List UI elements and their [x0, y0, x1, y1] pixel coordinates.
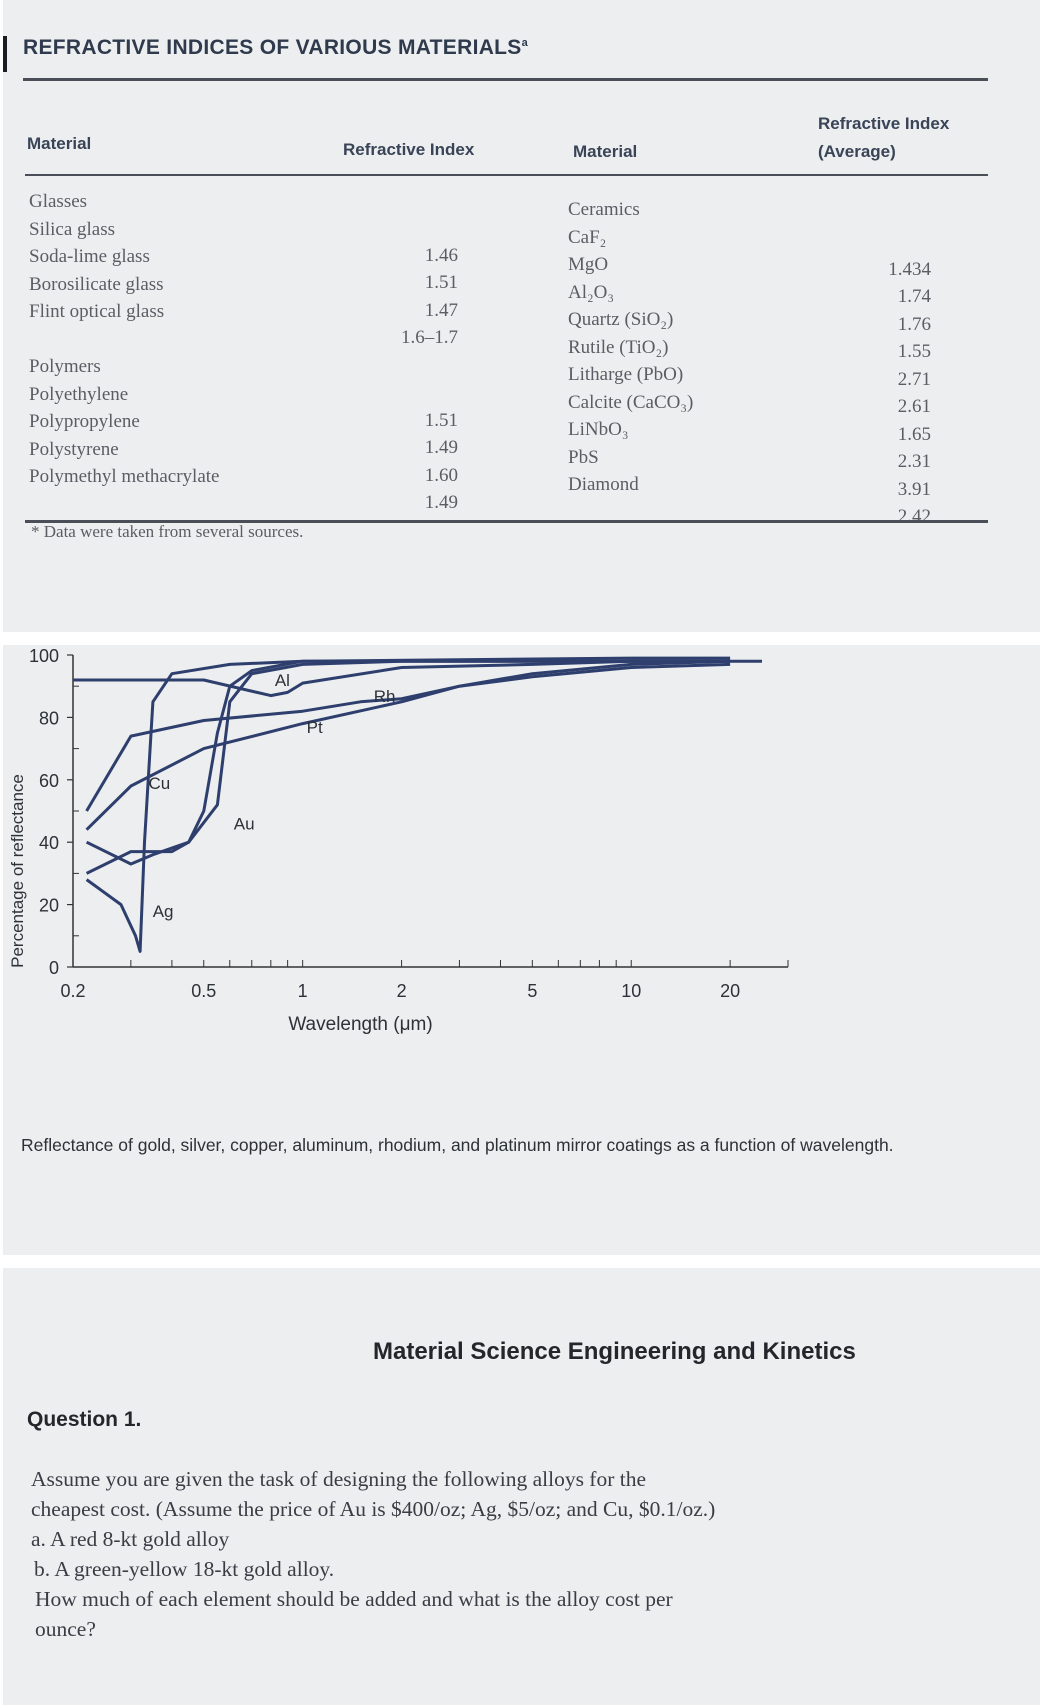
table-cell-index: 1.51: [424, 409, 458, 431]
x-tick-label: 2: [397, 981, 407, 1001]
table-cell-material: Quartz (SiO₂): [568, 309, 674, 330]
header-index-left: Refractive Index: [343, 140, 475, 159]
question-line: cheapest cost. (Assume the price of Au i…: [31, 1497, 716, 1521]
table-cell-material: Ceramics: [568, 199, 640, 220]
x-tick-label: 1: [298, 981, 308, 1001]
table-cell-index: 2.71: [897, 368, 931, 390]
left-materials-column: Glasses Silica glass Soda-lime glass Borosi…: [29, 188, 219, 491]
question-body: Assume you are given the task of designi…: [31, 1464, 991, 1644]
right-values-column: 1.434 1.74 1.76 1.55 2.71 2.61 1.65 2.31 3.91 2.4…: [823, 228, 931, 531]
table-cell-material: Rutile (TiO₂): [568, 336, 669, 358]
table-cell-material: Polystyrene: [29, 438, 119, 460]
table-cell-material: Calcite (CaCO₃): [568, 391, 694, 413]
x-tick-label: 10: [621, 981, 641, 1001]
series-label-al: Al: [275, 671, 290, 690]
question-label: Question 1.: [27, 1408, 142, 1431]
refractive-index-table-panel: REFRACTIVE INDICES OF VARIOUS MATERIALSa…: [3, 0, 1040, 632]
table-cell-index: 1.76: [897, 313, 931, 335]
left-values-column: 1.46 1.51 1.47 1.6–1.7 1.51 1.49 1.60 1.49: [358, 214, 458, 517]
table-cell-index: 1.434: [888, 258, 931, 280]
right-materials-column: Ceramics CaF₂ MgO Al₂O₃ Quartz (SiO₂) Rutile …: [568, 196, 693, 499]
series-line-cu: [85, 659, 731, 866]
y-tick-label: 80: [39, 708, 59, 728]
x-tick-label: 0.2: [60, 981, 85, 1001]
table-cell-index: 1.60: [424, 464, 458, 486]
table-cell-index: 1.74: [897, 286, 931, 307]
table-cell-material: Diamond: [568, 474, 639, 495]
table-cell-index: 3.91: [897, 478, 931, 500]
table-cell-index: 1.65: [897, 423, 931, 445]
table-cell-material: Polymers: [29, 356, 101, 377]
y-tick-label: 60: [39, 771, 59, 791]
table-cell-material: Borosilicate glass: [29, 273, 164, 295]
table-cell-material: Glasses: [29, 191, 88, 212]
table-cell-index: 2.61: [897, 396, 931, 417]
table-cell-index: 1.55: [897, 341, 931, 362]
header-material-left: Material: [27, 134, 92, 153]
y-axis-label: Percentage of reflectance: [8, 774, 27, 968]
table-cell-index: [358, 352, 458, 380]
table-cell-material: Al₂O₃: [568, 281, 614, 303]
table-cell-material: Soda-lime glass: [29, 246, 150, 267]
series-line-pt: [85, 662, 731, 831]
table-cell-index: [823, 228, 931, 256]
table-cell-material: CaF₂: [568, 226, 607, 248]
chart-caption: Reflectance of gold, silver, copper, alu…: [21, 1135, 894, 1155]
header-material-right: Material: [573, 142, 638, 161]
question-line: Assume you are given the task of designi…: [31, 1467, 647, 1491]
table-cell-material: Silica glass: [29, 218, 116, 240]
table-cell-index: [358, 379, 458, 407]
reflectance-chart: 0 20 40 60 80 100 0.2 0.5 1 2 5 10 20 Wavelength (μm)…: [8, 646, 789, 1035]
table-cell-material: MgO: [568, 254, 609, 275]
header-index-right-line2: (Average): [818, 142, 896, 161]
table-cell-index: 1.51: [424, 272, 458, 293]
question-line: a. A red 8-kt gold alloy: [31, 1527, 230, 1551]
table-cell-material: Polymethyl methacrylate: [29, 466, 220, 487]
series-line-rh: [85, 659, 731, 812]
table-footnote: * Data were taken from several sources.: [31, 522, 304, 541]
table-cell-index: 1.49: [424, 437, 458, 458]
table-cell-index: 2.42: [897, 506, 931, 527]
series-label-pt: Pt: [307, 718, 323, 737]
course-title: Material Science Engineering and Kinetic…: [373, 1338, 856, 1365]
table-cell-material: Flint optical glass: [29, 301, 165, 322]
question-line: How much of each element should be added…: [35, 1587, 673, 1611]
table-cell-material: PbS: [568, 446, 599, 468]
series-label-rh: Rh: [374, 687, 396, 706]
table-cell-material: LiNbO₃: [568, 419, 629, 440]
table-cell-index: 2.31: [897, 451, 931, 472]
table-cell-index: 1.46: [424, 244, 458, 266]
series-line-ag: [85, 656, 731, 953]
x-tick-label: 20: [720, 981, 740, 1001]
table-cell-index: [358, 214, 458, 242]
question-panel: Material Science Engineering and Kinetic…: [3, 1268, 1040, 1705]
table-cell-material: Polyethylene: [29, 383, 129, 405]
y-tick-label: 40: [39, 833, 59, 853]
table-cell-material: [29, 326, 219, 354]
table-cell-material: Polypropylene: [29, 411, 140, 432]
title-rule: [23, 78, 988, 81]
title-accent-bar: [3, 36, 7, 72]
x-tick-label: 0.5: [191, 981, 216, 1001]
header-rule: [25, 174, 988, 176]
series-label-ag: Ag: [153, 902, 174, 921]
reflectance-chart-panel: 0 20 40 60 80 100 0.2 0.5 1 2 5 10 20 Wavelength (μm)…: [3, 645, 1040, 1255]
table-cell-material: Litharge (PbO): [568, 364, 684, 385]
series-line-au: [85, 659, 731, 875]
table-cell-index: 1.47: [424, 299, 458, 321]
y-tick-label: 0: [49, 958, 59, 978]
table-title: REFRACTIVE INDICES OF VARIOUS MATERIALSa: [23, 36, 529, 59]
table-bottom-rule: [25, 520, 988, 523]
series-label-cu: Cu: [148, 774, 170, 793]
y-tick-label: 100: [29, 646, 59, 666]
x-axis-label: Wavelength (μm): [288, 1014, 432, 1035]
question-line: b. A green-yellow 18-kt gold alloy.: [34, 1557, 335, 1581]
y-tick-label: 20: [39, 896, 59, 916]
x-tick-label: 5: [527, 981, 537, 1001]
table-cell-index: 1.6–1.7: [401, 327, 458, 348]
table-cell-index: 1.49: [424, 492, 458, 513]
question-line: ounce?: [35, 1617, 96, 1641]
header-index-right-line1: Refractive Index: [818, 114, 950, 133]
series-label-au: Au: [234, 815, 255, 834]
